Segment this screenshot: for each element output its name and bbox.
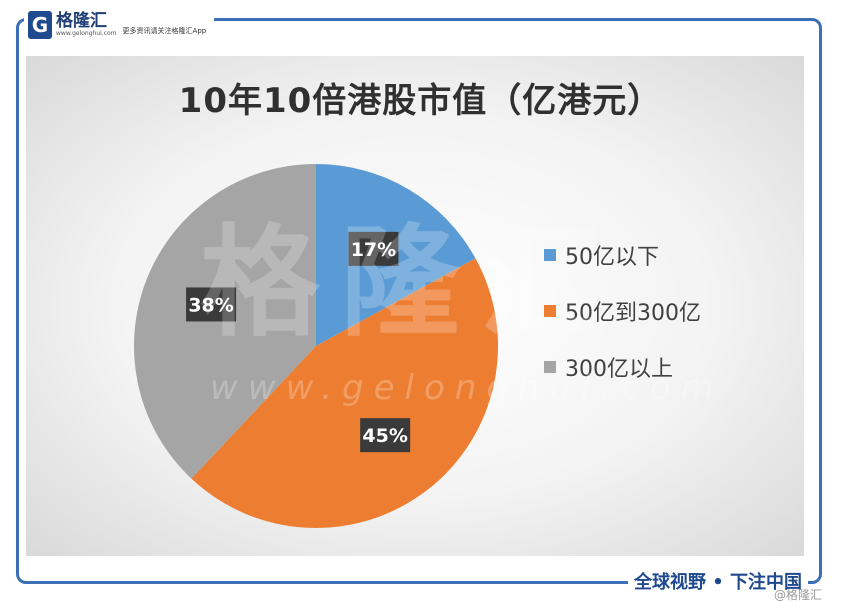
footer-banner: 全球视野 • 下注中国 xyxy=(628,566,808,596)
legend-swatch xyxy=(544,248,556,261)
brand-logo: G 格隆汇 www.gelonghui.com 更多资讯请关注格隆汇App xyxy=(24,8,215,42)
legend-label: 50亿以下 xyxy=(565,244,659,270)
chart-legend: 50亿以下 50亿到300亿 300亿以上 xyxy=(544,240,701,408)
data-label-3: 38% xyxy=(186,287,237,322)
legend-item-2: 50亿到300亿 xyxy=(544,296,701,326)
legend-label: 300亿以上 xyxy=(565,356,673,382)
legend-label: 50亿到300亿 xyxy=(565,300,701,326)
data-label-bg xyxy=(348,231,399,266)
brand-name: 格隆汇 xyxy=(56,11,107,31)
data-label-2: 45% xyxy=(360,418,411,453)
logo-g-icon: G xyxy=(28,11,52,39)
legend-swatch xyxy=(544,304,556,317)
data-label-text: 45% xyxy=(362,425,407,447)
legend-swatch xyxy=(544,360,556,373)
data-label-bg xyxy=(186,287,237,322)
pie-slice-2 xyxy=(191,258,499,529)
chart-title: 10年10倍港股市值（亿港元） xyxy=(178,81,663,121)
data-label-1: 17% xyxy=(348,231,399,266)
corner-watermark: @格隆汇 xyxy=(774,588,823,602)
data-label-bg xyxy=(360,418,411,453)
legend-item-1: 50亿以下 xyxy=(544,240,701,270)
legend-item-3: 300亿以上 xyxy=(544,352,701,382)
data-label-text: 38% xyxy=(188,294,233,316)
brand-url: www.gelonghui.com xyxy=(56,30,117,37)
data-label-text: 17% xyxy=(351,239,396,261)
brand-slogan: 更多资讯请关注格隆汇App xyxy=(122,27,207,35)
footer-slogan: 全球视野 • 下注中国 xyxy=(633,572,803,593)
